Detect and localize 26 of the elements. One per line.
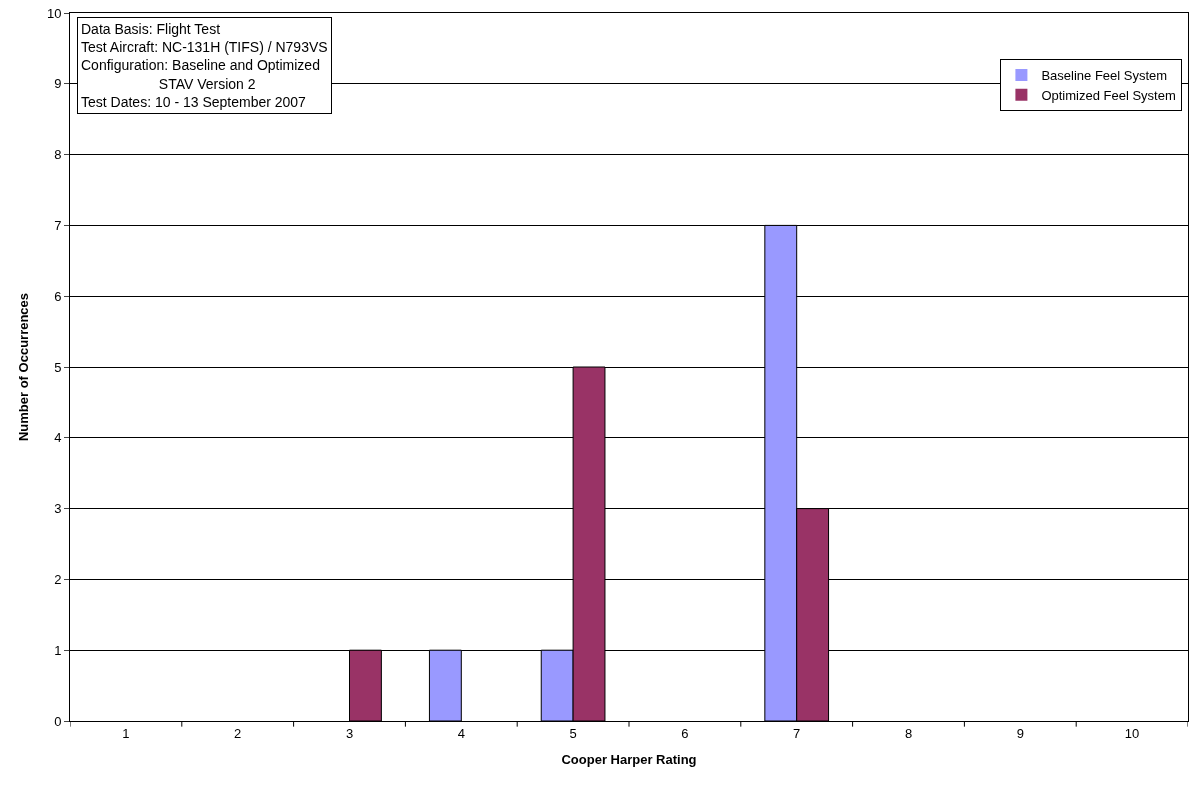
x-tick-label: 5 [569, 725, 577, 741]
y-tick-label: 5 [54, 359, 62, 375]
y-tick-label: 4 [54, 430, 62, 446]
y-tick-label: 1 [54, 642, 62, 658]
y-tick-label: 10 [46, 5, 62, 21]
x-tick-label: 10 [1124, 725, 1140, 741]
y-tick-label: 3 [54, 501, 62, 517]
x-tick-label: 2 [234, 725, 242, 741]
annotation: Data Basis: Flight Test Test Aircraft: NC-131H (TIFS) / N793VS Configuration: Baseline and Optimized STAV Version 2 Test Dates: 10 - 13 September 2007 [81, 21, 328, 110]
x-tick-label: 8 [904, 725, 913, 741]
x-tick-label: 3 [345, 725, 354, 741]
y-tick-label: 9 [54, 76, 62, 92]
y-axis-title: Number of Occurrences [15, 292, 31, 442]
x-tick-label: 6 [681, 725, 689, 741]
y-tick-label: 0 [54, 713, 62, 729]
x-tick-label: 9 [1016, 725, 1024, 741]
x-tick-label: 1 [122, 725, 130, 741]
y-tick-label: 8 [54, 147, 62, 163]
x-tick-label: 7 [793, 725, 801, 741]
x-axis-title: Cooper Harper Rating [561, 752, 697, 768]
y-tick-label: 2 [54, 571, 62, 587]
legend-label: Optimized Feel System [1041, 87, 1176, 103]
y-tick-label: 6 [54, 288, 62, 304]
y-tick-label: 7 [54, 217, 62, 233]
x-tick-label: 4 [457, 725, 465, 741]
legend-label: Baseline Feel System [1041, 68, 1168, 84]
